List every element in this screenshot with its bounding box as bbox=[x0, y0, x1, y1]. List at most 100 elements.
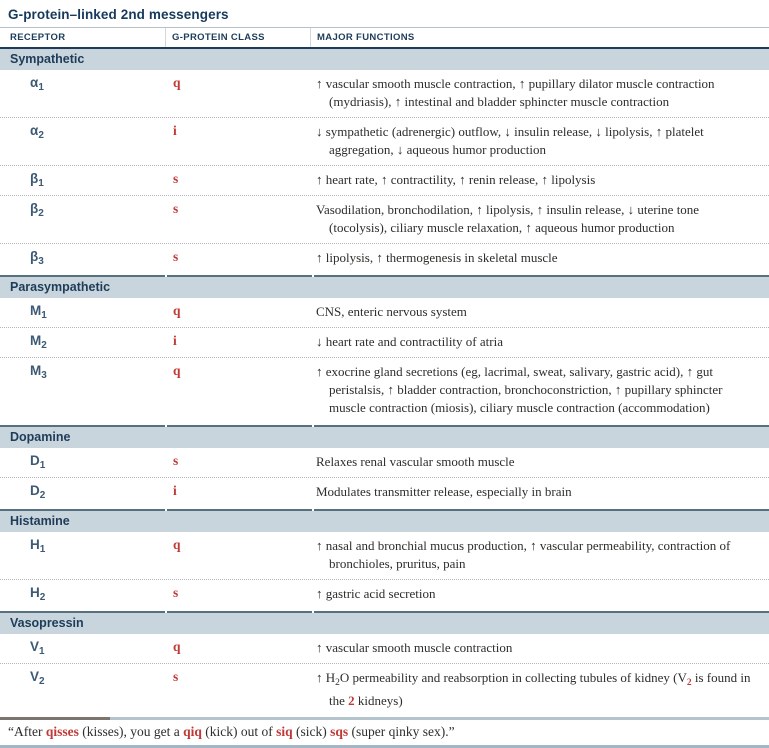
receptor-subscript: 1 bbox=[39, 544, 46, 555]
text-segment: “After bbox=[8, 724, 46, 739]
text-segment: 2 bbox=[686, 678, 692, 688]
gprotein-class-cell: s bbox=[173, 171, 179, 186]
text-segment: kidneys) bbox=[354, 693, 403, 708]
table-row: β1 s ↑ heart rate, ↑ contractility, ↑ reni… bbox=[0, 166, 769, 196]
receptor-symbol: D bbox=[30, 483, 40, 498]
functions-cell: ↑ lipolysis, ↑ thermogenesis in skeletal… bbox=[310, 249, 769, 267]
receptor-symbol: M bbox=[30, 303, 42, 318]
column-header-receptor: RECEPTOR bbox=[10, 32, 66, 43]
table-row: M2 i ↓ heart rate and contractility of atr… bbox=[0, 328, 769, 358]
receptor-cell: α1 bbox=[0, 75, 165, 111]
section-divider bbox=[0, 275, 769, 277]
receptor-cell: D2 bbox=[0, 483, 165, 501]
text-segment: O permeability and reabsorption in colle… bbox=[339, 670, 687, 685]
receptor-cell: H1 bbox=[0, 537, 165, 573]
header-divider bbox=[0, 47, 769, 49]
gprotein-class-cell: i bbox=[173, 333, 177, 348]
table-row: β2 s Vasodilation, bronchodilation, ↑ lipo… bbox=[0, 196, 769, 244]
divider-segment bbox=[0, 509, 165, 511]
gprotein-class-cell: q bbox=[173, 303, 181, 318]
table-body: Sympathetic α1 q ↑ vascular smooth muscle c… bbox=[0, 49, 769, 716]
title-divider bbox=[0, 27, 769, 28]
divider-segment bbox=[167, 425, 312, 427]
receptor-symbol: β bbox=[30, 249, 39, 264]
text-segment: ↑ H bbox=[316, 670, 336, 685]
table-row: α2 i ↓ sympathetic (adrenergic) outflow, ↓… bbox=[0, 118, 769, 166]
section-header-vasopressin: Vasopressin bbox=[0, 613, 769, 634]
text-segment: Vasodilation, bronchodilation, ↑ lipolys… bbox=[316, 202, 700, 235]
text-segment: Relaxes renal vascular smooth muscle bbox=[316, 454, 515, 469]
text-segment: ↑ nasal and bronchial mucus production, … bbox=[316, 538, 731, 571]
text-segment: qiq bbox=[183, 724, 202, 739]
divider-segment bbox=[0, 275, 165, 277]
receptor-subscript: 2 bbox=[41, 340, 47, 351]
text-segment: CNS, enteric nervous system bbox=[316, 304, 467, 319]
functions-cell: ↑ heart rate, ↑ contractility, ↑ renin r… bbox=[310, 171, 769, 189]
receptor-cell: M3 bbox=[0, 363, 165, 417]
text-segment: is found in the bbox=[329, 670, 751, 708]
functions-cell: ↑ nasal and bronchial mucus production, … bbox=[310, 537, 769, 573]
footer-top-divider bbox=[0, 717, 769, 720]
receptor-symbol: V bbox=[30, 639, 40, 654]
footer-divider-dark-segment bbox=[0, 717, 110, 720]
column-header-gprotein-class: G-PROTEIN CLASS bbox=[165, 28, 310, 47]
divider-segment bbox=[314, 611, 769, 613]
table-row: D2 i Modulates transmitter release, especi… bbox=[0, 478, 769, 507]
column-header-row: RECEPTOR G-PROTEIN CLASS MAJOR FUNCTIONS bbox=[0, 28, 769, 47]
gprotein-class-cell: q bbox=[173, 537, 181, 552]
functions-cell: Vasodilation, bronchodilation, ↑ lipolys… bbox=[310, 201, 769, 237]
text-segment: siq bbox=[276, 724, 293, 739]
receptor-subscript: 2 bbox=[39, 676, 45, 687]
table-row: D1 s Relaxes renal vascular smooth muscle bbox=[0, 448, 769, 478]
receptor-subscript: 2 bbox=[39, 592, 46, 603]
receptor-subscript: 3 bbox=[41, 370, 47, 381]
functions-cell: CNS, enteric nervous system bbox=[310, 303, 769, 321]
functions-cell: ↓ heart rate and contractility of atria bbox=[310, 333, 769, 351]
functions-cell: ↑ vascular smooth muscle contraction, ↑ … bbox=[310, 75, 769, 111]
text-segment: ↓ sympathetic (adrenergic) outflow, ↓ in… bbox=[316, 124, 704, 157]
gprotein-class-cell: q bbox=[173, 75, 181, 90]
text-segment: Modulates transmitter release, especiall… bbox=[316, 484, 572, 499]
receptor-subscript: 1 bbox=[39, 646, 45, 657]
table-row: M1 q CNS, enteric nervous system bbox=[0, 298, 769, 328]
text-segment: 2 bbox=[348, 693, 355, 708]
text-segment: qisses bbox=[45, 724, 79, 739]
text-segment: (kisses), you get a bbox=[78, 724, 184, 739]
functions-cell: Relaxes renal vascular smooth muscle bbox=[310, 453, 769, 471]
receptor-subscript: 1 bbox=[38, 82, 44, 93]
receptor-subscript: 2 bbox=[39, 490, 46, 501]
receptor-cell: M1 bbox=[0, 303, 165, 321]
receptor-cell: β3 bbox=[0, 249, 165, 267]
gprotein-class-cell: s bbox=[173, 669, 179, 684]
gprotein-class-cell: q bbox=[173, 363, 181, 378]
functions-cell: ↑ H2O permeability and reabsorption in c… bbox=[310, 669, 769, 710]
receptor-symbol: D bbox=[30, 453, 40, 468]
text-segment: 2 bbox=[335, 678, 340, 688]
table-row: H2 s ↑ gastric acid secretion bbox=[0, 580, 769, 609]
divider-segment bbox=[167, 611, 312, 613]
functions-cell: ↓ sympathetic (adrenergic) outflow, ↓ in… bbox=[310, 123, 769, 159]
text-segment: ↑ vascular smooth muscle contraction bbox=[316, 640, 513, 655]
gprotein-class-cell: s bbox=[173, 453, 179, 468]
receptor-symbol: V bbox=[30, 669, 40, 684]
receptor-subscript: 3 bbox=[38, 256, 44, 267]
text-segment: (sick) bbox=[292, 724, 331, 739]
receptor-symbol: M bbox=[30, 333, 42, 348]
section-divider bbox=[0, 509, 769, 511]
table-row: α1 q ↑ vascular smooth muscle contraction,… bbox=[0, 70, 769, 118]
table-row: M3 q ↑ exocrine gland secretions (eg, lacr… bbox=[0, 358, 769, 423]
text-segment: ↑ heart rate, ↑ contractility, ↑ renin r… bbox=[316, 172, 596, 187]
receptor-subscript: 1 bbox=[38, 178, 44, 189]
receptor-symbol: α bbox=[30, 75, 39, 90]
text-segment: ↑ exocrine gland secretions (eg, lacrima… bbox=[316, 364, 723, 415]
table-row: V1 q ↑ vascular smooth muscle contraction bbox=[0, 634, 769, 664]
section-header-parasympathetic: Parasympathetic bbox=[0, 277, 769, 298]
divider-segment bbox=[0, 425, 165, 427]
mnemonic-footer: “After qisses (kisses), you get a qiq (k… bbox=[0, 720, 769, 745]
functions-cell: ↑ vascular smooth muscle contraction bbox=[310, 639, 769, 657]
table-title: G-protein–linked 2nd messengers bbox=[8, 7, 229, 22]
receptor-subscript: 1 bbox=[39, 460, 46, 471]
receptor-symbol: β bbox=[30, 201, 39, 216]
divider-segment bbox=[314, 425, 769, 427]
